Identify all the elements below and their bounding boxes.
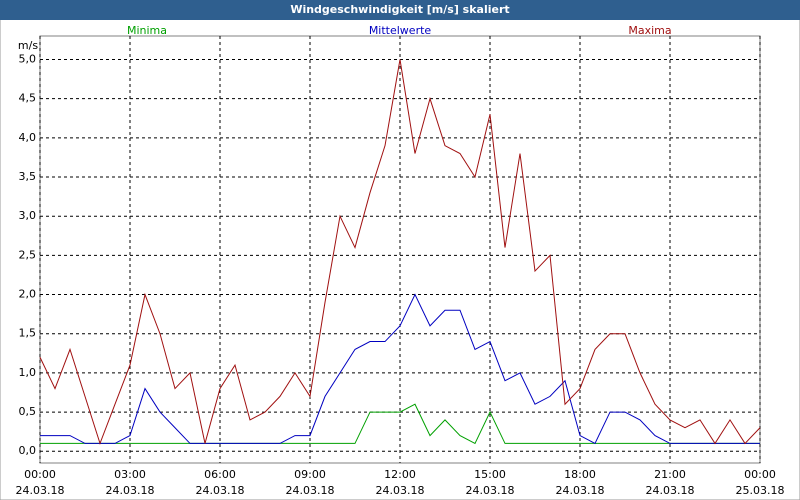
x-tick-date: 24.03.18	[466, 484, 515, 497]
y-tick-label: 4,0	[19, 131, 37, 144]
x-tick-date: 24.03.18	[106, 484, 155, 497]
series-line	[40, 293, 760, 445]
legend-entry: Maxima	[628, 24, 671, 37]
y-tick-label: 1,0	[19, 366, 37, 379]
legend-entry: Minima	[127, 24, 167, 37]
y-tick-label: 5,0	[19, 53, 37, 66]
y-tick-label: 0,0	[19, 444, 37, 457]
legend-entry: Mittelwerte	[369, 24, 432, 37]
x-tick-date: 24.03.18	[286, 484, 335, 497]
chart-title: Windgeschwindigkeit [m/s] skaliert	[290, 3, 509, 16]
x-tick-date: 24.03.18	[556, 484, 605, 497]
x-tick-label: 06:00	[204, 468, 236, 481]
y-tick-label: 4,5	[19, 92, 37, 105]
x-tick-date: 24.03.18	[196, 484, 245, 497]
y-tick-label: 1,5	[19, 327, 37, 340]
y-tick-label: 3,0	[19, 209, 37, 222]
x-tick-label: 21:00	[654, 468, 686, 481]
x-tick-label: 00:00	[24, 468, 56, 481]
x-tick-date: 24.03.18	[16, 484, 65, 497]
x-tick-date: 24.03.18	[646, 484, 695, 497]
x-tick-date: 25.03.18	[736, 484, 785, 497]
x-tick-label: 12:00	[384, 468, 416, 481]
x-tick-label: 15:00	[474, 468, 506, 481]
title-bar	[0, 0, 800, 20]
y-tick-label: 3,5	[19, 170, 37, 183]
series-line	[40, 403, 760, 445]
x-tick-label: 03:00	[114, 468, 146, 481]
y-tick-label: 0,5	[19, 405, 37, 418]
y-tick-label: 2,0	[19, 288, 37, 301]
y-axis-label: m/s	[18, 39, 38, 52]
y-tick-label: 2,5	[19, 248, 37, 261]
x-tick-label: 18:00	[564, 468, 596, 481]
x-tick-label: 09:00	[294, 468, 326, 481]
series-line	[39, 59, 761, 445]
x-tick-label: 00:00	[744, 468, 776, 481]
x-tick-date: 24.03.18	[376, 484, 425, 497]
